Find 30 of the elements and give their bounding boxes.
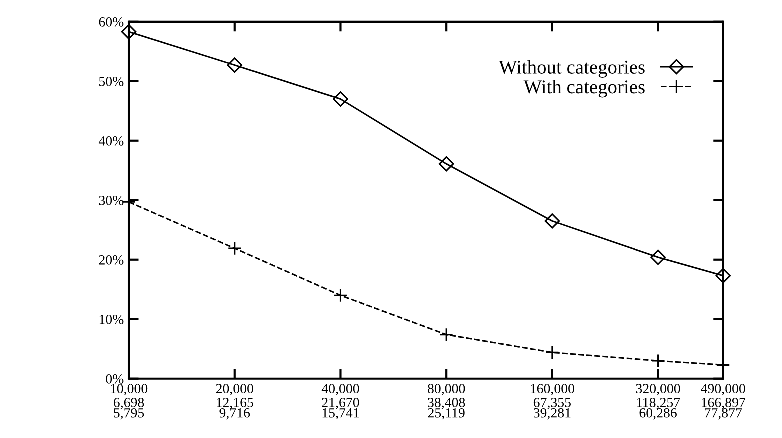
text: 21,670 — [322, 398, 360, 410]
x-tick-label: 10,000 — [111, 384, 148, 396]
y-tick-label: 10% — [100, 314, 124, 324]
x-tick-label: 40,000 — [322, 384, 360, 396]
legend-label: Without categories — [498, 60, 645, 78]
text: 118,257 — [637, 398, 680, 410]
y-tick-label: 30% — [99, 196, 124, 206]
text: 6,698 — [114, 398, 144, 410]
text: 38,408 — [428, 398, 466, 410]
y-tick-label: 50% — [100, 76, 124, 86]
x-tick-label: 20,000 — [216, 384, 254, 396]
text: 60,286 — [640, 408, 677, 420]
y-tick-label: 40% — [98, 136, 124, 146]
y-tick-label: 20% — [99, 255, 124, 265]
text: 39,281 — [534, 408, 571, 420]
text: 12,165 — [217, 398, 254, 410]
text: 9,716 — [220, 408, 250, 420]
text: 67,355 — [534, 398, 571, 410]
legend-label: With categories — [524, 80, 645, 98]
text: 5,795 — [114, 408, 144, 420]
x-tick-label: 320,000 — [636, 384, 680, 396]
text: 25,119 — [428, 408, 465, 420]
text: 77,877 — [705, 408, 742, 420]
text: 166,897 — [702, 398, 746, 410]
x-tick-label: 80,000 — [428, 384, 466, 396]
y-tick-label: 60% — [99, 17, 124, 27]
y-tick-label: 0% — [106, 374, 124, 384]
x-tick-label: 490,000 — [701, 384, 746, 396]
x-tick-label: 160,000 — [531, 384, 574, 396]
text: 15,741 — [322, 408, 359, 420]
